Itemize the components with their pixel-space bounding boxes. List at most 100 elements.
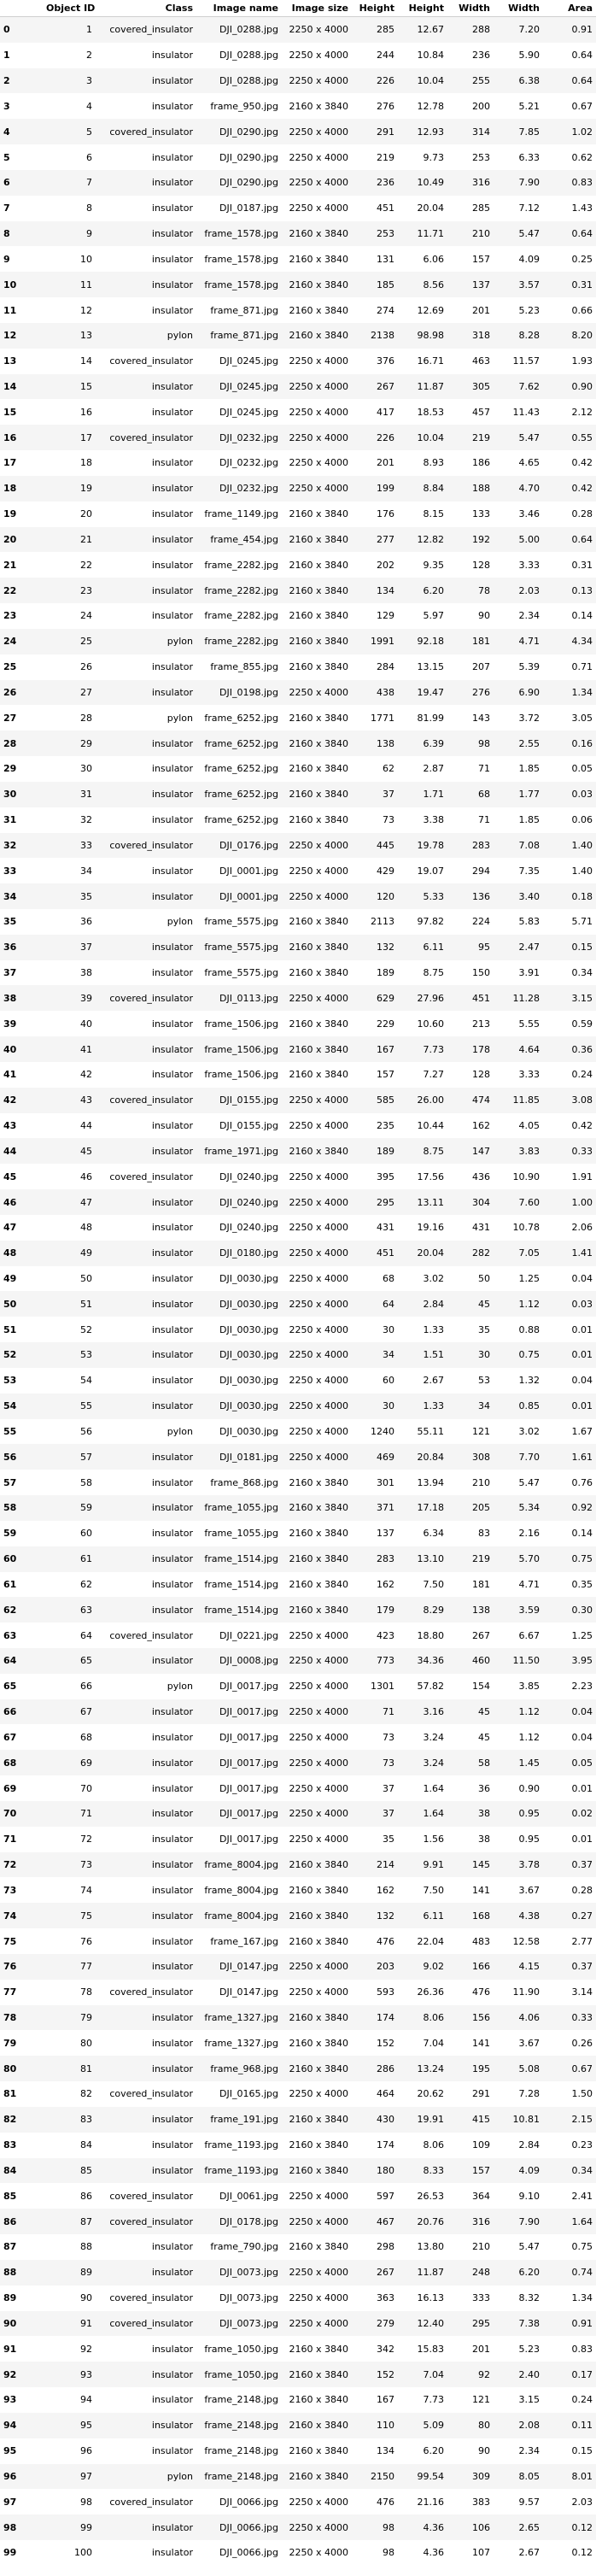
cell-image-size: 2250 x 4000 bbox=[282, 1291, 352, 1317]
cell-image-size: 2160 x 3840 bbox=[282, 1495, 352, 1521]
cell-height-px: 417 bbox=[377, 406, 394, 418]
cell-image-size: 2250 x 4000 bbox=[282, 1393, 352, 1419]
table-row: 98 99 insulator DJI_0066.jpg 2250 x 4000 98 4.… bbox=[0, 2514, 596, 2540]
cell-height-pct: 12.82 bbox=[398, 526, 447, 553]
cell-height-px: 120 bbox=[352, 883, 398, 909]
cell-area: 0.37 bbox=[543, 1851, 596, 1878]
cell-area: 3.14 bbox=[571, 1986, 593, 1998]
cell-width-pct: 7.70 bbox=[494, 1444, 543, 1470]
cell-index: 28 bbox=[0, 731, 43, 757]
cell-height-pct: 1.71 bbox=[398, 781, 447, 807]
cell-object-id: 67 bbox=[43, 1699, 96, 1725]
cell-width-pct: 8.28 bbox=[494, 322, 543, 349]
cell-class: insulator bbox=[151, 2445, 193, 2457]
cell-height-pct: 10.04 bbox=[398, 67, 447, 94]
cell-image-name: frame_2282.jpg bbox=[196, 628, 282, 654]
cell-width-pct: 1.32 bbox=[518, 1375, 540, 1387]
cell-image-name: frame_968.jpg bbox=[196, 2056, 282, 2082]
cell-height-pct: 20.04 bbox=[417, 202, 445, 214]
cell-index: 80 bbox=[0, 2056, 43, 2082]
table-row: 0 1 covered_insulator DJI_0288.jpg 2250 x 40… bbox=[0, 16, 596, 43]
cell-height-px: 132 bbox=[352, 1903, 398, 1929]
cell-width-px: 463 bbox=[472, 355, 490, 367]
cell-height-pct: 17.56 bbox=[417, 1171, 445, 1182]
cell-height-px: 214 bbox=[352, 1851, 398, 1878]
cell-width-px: 219 bbox=[447, 425, 494, 451]
cell-width-pct: 2.47 bbox=[494, 934, 543, 960]
cell-height-pct: 19.78 bbox=[398, 832, 447, 859]
cell-area: 0.34 bbox=[571, 967, 593, 979]
cell-class: insulator bbox=[96, 1800, 196, 1827]
cell-class: covered_insulator bbox=[109, 2190, 193, 2202]
cell-object-id: 61 bbox=[43, 1546, 96, 1572]
table-row: 15 16 insulator DJI_0245.jpg 2250 x 4000 417 1… bbox=[0, 399, 596, 425]
cell-object-id: 26 bbox=[80, 661, 92, 673]
cell-object-id: 17 bbox=[43, 425, 96, 451]
cell-image-name: DJI_0155.jpg bbox=[196, 1087, 282, 1113]
cell-width-pct: 2.16 bbox=[518, 1528, 540, 1540]
cell-height-px: 423 bbox=[377, 1629, 394, 1641]
cell-width-px: 141 bbox=[472, 2037, 490, 2049]
cell-image-name: DJI_0290.jpg bbox=[196, 119, 282, 145]
cell-height-pct: 8.84 bbox=[398, 475, 447, 502]
table-row: 5 6 insulator DJI_0290.jpg 2250 x 4000 219 9.7… bbox=[0, 144, 596, 170]
cell-width-pct: 0.95 bbox=[494, 1800, 543, 1827]
cell-area: 1.93 bbox=[571, 355, 593, 367]
cell-class: insulator bbox=[96, 2412, 196, 2438]
cell-width-pct: 0.88 bbox=[518, 1323, 540, 1335]
cell-class: insulator bbox=[96, 526, 196, 553]
cell-width-pct: 2.08 bbox=[494, 2412, 543, 2438]
cell-index: 64 bbox=[0, 1648, 43, 1674]
cell-class: insulator bbox=[151, 1069, 193, 1081]
cell-image-size: 2250 x 4000 bbox=[282, 679, 352, 706]
cell-height-pct: 6.34 bbox=[423, 1528, 445, 1540]
cell-image-size: 2250 x 4000 bbox=[282, 883, 352, 909]
table-row: 40 41 insulator frame_1506.jpg 2160 x 3840 16… bbox=[0, 1036, 596, 1062]
cell-height-pct: 11.87 bbox=[398, 373, 447, 400]
cell-class: insulator bbox=[96, 679, 196, 706]
cell-width-pct: 4.65 bbox=[518, 457, 540, 469]
cell-index: 19 bbox=[3, 508, 17, 520]
cell-image-name: frame_1514.jpg bbox=[196, 1546, 282, 1572]
cell-height-pct: 20.84 bbox=[398, 1444, 447, 1470]
cell-index: 87 bbox=[3, 2241, 17, 2253]
cell-area: 8.20 bbox=[543, 322, 596, 349]
cell-index: 46 bbox=[0, 1189, 43, 1215]
cell-height-pct: 99.54 bbox=[398, 2463, 447, 2490]
cell-image-name: frame_1514.jpg bbox=[196, 1597, 282, 1623]
cell-area: 1.50 bbox=[571, 2088, 593, 2100]
cell-image-name: frame_1327.jpg bbox=[204, 2037, 278, 2049]
cell-width-px: 53 bbox=[478, 1375, 490, 1387]
cell-height-px: 363 bbox=[377, 2292, 394, 2304]
cell-class: insulator bbox=[151, 1222, 193, 1234]
cell-height-px: 134 bbox=[377, 2445, 394, 2457]
cell-image-name: frame_1327.jpg bbox=[196, 2004, 282, 2031]
cell-height-pct: 10.04 bbox=[398, 425, 447, 451]
cell-object-id: 70 bbox=[80, 1782, 92, 1794]
cell-height-px: 430 bbox=[352, 2106, 398, 2133]
cell-image-size: 2160 x 3840 bbox=[289, 2241, 349, 2253]
cell-class: insulator bbox=[96, 1240, 196, 1266]
cell-height-px: 174 bbox=[377, 2139, 394, 2151]
cell-area: 3.15 bbox=[543, 985, 596, 1012]
cell-height-pct: 12.69 bbox=[417, 304, 445, 316]
cell-index: 43 bbox=[3, 1120, 17, 1132]
cell-object-id: 48 bbox=[80, 1222, 92, 1234]
table-row: 58 59 insulator frame_1055.jpg 2160 x 3840 37… bbox=[0, 1495, 596, 1521]
table-row: 65 66 pylon DJI_0017.jpg 2250 x 4000 1301 57.8… bbox=[0, 1674, 596, 1699]
cell-class: insulator bbox=[151, 1731, 193, 1743]
cell-area: 0.91 bbox=[543, 2310, 596, 2337]
table-row: 88 89 insulator DJI_0073.jpg 2250 x 4000 267 1… bbox=[0, 2259, 596, 2286]
cell-area: 0.31 bbox=[543, 272, 596, 298]
table-row: 83 84 insulator frame_1193.jpg 2160 x 3840 17… bbox=[0, 2133, 596, 2158]
cell-area: 0.26 bbox=[571, 2037, 593, 2049]
cell-width-pct: 0.75 bbox=[494, 1342, 543, 1368]
table-row: 63 64 covered_insulator DJI_0221.jpg 2250 x … bbox=[0, 1622, 596, 1648]
table-row: 2 3 insulator DJI_0288.jpg 2250 x 4000 226 10.… bbox=[0, 67, 596, 94]
cell-image-name: DJI_0290.jpg bbox=[196, 169, 282, 196]
column-header-width-pct: Width bbox=[494, 0, 543, 17]
cell-image-name: DJI_0017.jpg bbox=[219, 1834, 278, 1845]
cell-class: insulator bbox=[96, 1648, 196, 1674]
cell-image-name: DJI_0017.jpg bbox=[219, 1681, 278, 1693]
table-row: 4 5 covered_insulator DJI_0290.jpg 2250 x 40… bbox=[0, 119, 596, 145]
